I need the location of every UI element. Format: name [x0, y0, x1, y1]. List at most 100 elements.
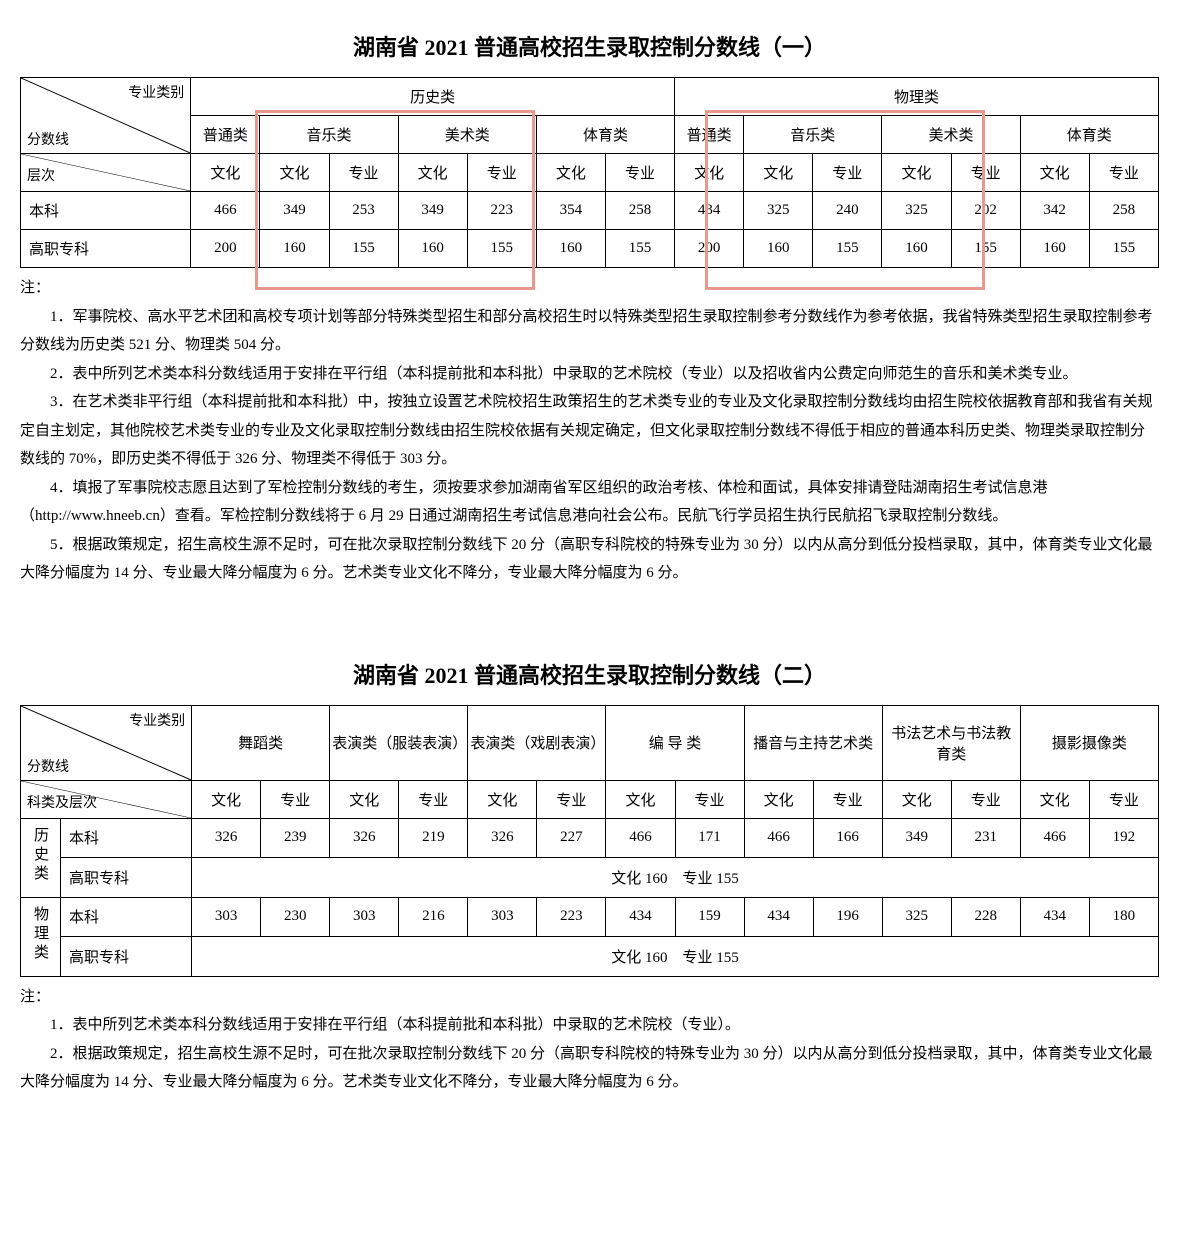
table1-title: 湖南省 2021 普通高校招生录取控制分数线（一） [20, 30, 1159, 62]
subgroup-sports: 体育类 [536, 116, 674, 154]
col-major: 专业 [261, 780, 330, 818]
note-item: 2．根据政策规定，招生高校生源不足时，可在批次录取控制分数线下 20 分（高职专… [20, 1040, 1159, 1097]
col-culture: 文化 [260, 154, 329, 192]
table2: 专业类别 分数线 舞蹈类 表演类（服装表演） 表演类（戏剧表演） 编 导 类 播… [20, 705, 1159, 977]
diag-bot: 分数线 [27, 129, 69, 149]
cell: 258 [1089, 192, 1158, 230]
cell: 171 [675, 818, 744, 858]
cell: 180 [1089, 897, 1158, 937]
cell: 325 [744, 192, 813, 230]
col-major: 专业 [329, 154, 398, 192]
rowgroup-history: 历史类 [21, 818, 61, 897]
col-major: 专业 [1089, 154, 1158, 192]
cell: 303 [468, 897, 537, 937]
subgroup-music: 音乐类 [744, 116, 882, 154]
cell: 349 [882, 818, 951, 858]
subgroup: 表演类（戏剧表演） [468, 705, 606, 780]
cell: 434 [675, 192, 744, 230]
cell: 342 [1020, 192, 1089, 230]
notes1-label: 注： [20, 274, 1159, 303]
cell: 155 [605, 230, 674, 268]
row-undergrad: 本科 466 349 253 349 223 354 258 434 325 2… [21, 192, 1159, 230]
subgroup-music: 音乐类 [260, 116, 398, 154]
cell: 230 [261, 897, 330, 937]
cell: 202 [951, 192, 1020, 230]
subgroup-arts: 美术类 [882, 116, 1020, 154]
col-culture: 文化 [606, 780, 675, 818]
col-culture: 文化 [882, 154, 951, 192]
cell: 155 [1089, 230, 1158, 268]
cell: 160 [744, 230, 813, 268]
col-culture: 文化 [468, 780, 537, 818]
cell: 434 [606, 897, 675, 937]
cell: 349 [260, 192, 329, 230]
note-item: 1．军事院校、高水平艺术团和高校专项计划等部分特殊类型招生和部分高校招生时以特殊… [20, 303, 1159, 360]
note-item: 1．表中所列艺术类本科分数线适用于安排在平行组（本科提前批和本科批）中录取的艺术… [20, 1011, 1159, 1040]
subgroup: 书法艺术与书法教育类 [882, 705, 1020, 780]
cell: 155 [467, 230, 536, 268]
cell: 196 [813, 897, 882, 937]
col-culture: 文化 [1020, 154, 1089, 192]
cell: 166 [813, 818, 882, 858]
cell: 239 [261, 818, 330, 858]
cell: 160 [536, 230, 605, 268]
col-major: 专业 [813, 154, 882, 192]
table1-corner-level: 层次 [21, 154, 191, 192]
cell: 325 [882, 897, 951, 937]
notes2: 注： 1．表中所列艺术类本科分数线适用于安排在平行组（本科提前批和本科批）中录取… [20, 983, 1159, 1097]
cell: 159 [675, 897, 744, 937]
col-culture: 文化 [192, 780, 261, 818]
subgroup-general: 普通类 [191, 116, 260, 154]
cell: 326 [330, 818, 399, 858]
note-item: 5．根据政策规定，招生高校生源不足时，可在批次录取控制分数线下 20 分（高职专… [20, 531, 1159, 588]
table1-corner: 专业类别 分数线 [21, 78, 191, 154]
col-culture: 文化 [398, 154, 467, 192]
cell: 155 [329, 230, 398, 268]
cell: 258 [605, 192, 674, 230]
col-culture: 文化 [882, 780, 951, 818]
table1-wrap: 专业类别 分数线 历史类 物理类 普通类 音乐类 美术类 体育类 普通类 音乐类… [20, 77, 1159, 268]
notes1: 注： 1．军事院校、高水平艺术团和高校专项计划等部分特殊类型招生和部分高校招生时… [20, 274, 1159, 588]
cell: 434 [744, 897, 813, 937]
table2-corner: 专业类别 分数线 [21, 705, 192, 780]
cell: 155 [951, 230, 1020, 268]
cell: 303 [192, 897, 261, 937]
cell: 466 [744, 818, 813, 858]
col-culture: 文化 [1020, 780, 1089, 818]
row-label: 本科 [61, 897, 192, 937]
col-major: 专业 [1089, 780, 1158, 818]
diag-top: 专业类别 [129, 710, 185, 730]
row-label: 本科 [61, 818, 192, 858]
rowgroup-physics: 物理类 [21, 897, 61, 976]
cell: 231 [951, 818, 1020, 858]
cell: 216 [399, 897, 468, 937]
col-major: 专业 [675, 780, 744, 818]
cell: 160 [1020, 230, 1089, 268]
cell: 200 [675, 230, 744, 268]
cell: 240 [813, 192, 882, 230]
row-label: 高职专科 [61, 858, 192, 898]
merged-cell: 文化 160 专业 155 [192, 858, 1159, 898]
cell: 326 [468, 818, 537, 858]
subgroup: 摄影摄像类 [1020, 705, 1158, 780]
table2-corner-level: 科类及层次 [21, 780, 192, 818]
group-history: 历史类 [191, 78, 675, 116]
col-culture: 文化 [191, 154, 260, 192]
col-major: 专业 [467, 154, 536, 192]
row-vocational: 高职专科 200 160 155 160 155 160 155 200 160… [21, 230, 1159, 268]
col-culture: 文化 [536, 154, 605, 192]
subgroup-arts: 美术类 [398, 116, 536, 154]
subgroup: 播音与主持艺术类 [744, 705, 882, 780]
row-label: 高职专科 [21, 230, 191, 268]
cell: 160 [260, 230, 329, 268]
col-major: 专业 [951, 780, 1020, 818]
notes2-label: 注： [20, 983, 1159, 1012]
col-culture: 文化 [744, 154, 813, 192]
cell: 349 [398, 192, 467, 230]
col-major: 专业 [399, 780, 468, 818]
col-culture: 文化 [330, 780, 399, 818]
col-culture: 文化 [675, 154, 744, 192]
cell: 155 [813, 230, 882, 268]
subgroup: 表演类（服装表演） [330, 705, 468, 780]
cell: 434 [1020, 897, 1089, 937]
